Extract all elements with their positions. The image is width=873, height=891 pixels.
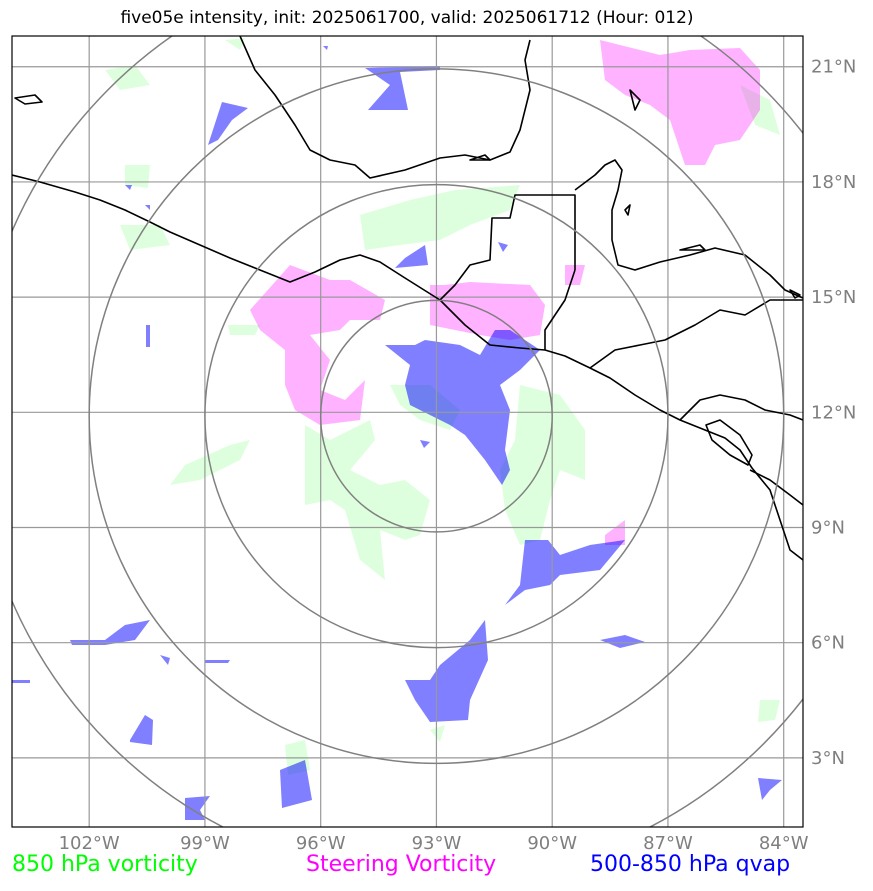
blue-patch	[146, 325, 150, 347]
lon-tick-label: 87°W	[643, 833, 693, 854]
island	[14, 94, 43, 105]
border-mexico-guatemala	[439, 194, 576, 301]
lat-tick-label: 6°N	[811, 633, 845, 654]
blue-patch	[205, 660, 230, 663]
coastline-layer	[12, 36, 803, 561]
blue-qvap-layer	[12, 46, 782, 820]
range-ring	[88, 68, 785, 765]
blue-patch	[125, 185, 132, 190]
coastline-mexico-pacific	[12, 174, 803, 561]
plot-area	[12, 36, 803, 827]
plot-frame	[11, 35, 804, 828]
legend-850-vorticity: 850 hPa vorticity	[12, 852, 198, 877]
border-nicaragua-costa-rica	[679, 394, 803, 421]
coastline-yucatan-belize	[574, 159, 803, 299]
blue-patch	[420, 440, 430, 448]
magenta-patch	[605, 520, 625, 545]
magenta-patch	[565, 265, 585, 285]
blue-patch	[600, 635, 645, 648]
lon-tick-label: 90°W	[527, 833, 577, 854]
blue-patch	[505, 540, 625, 605]
border-central-america	[544, 269, 576, 350]
legend-steering-vorticity: Steering Vorticity	[306, 852, 497, 877]
blue-patch	[323, 46, 328, 50]
magenta-patch	[430, 282, 545, 340]
green-patch	[430, 725, 445, 742]
lat-tick-label: 15°N	[811, 287, 856, 308]
magenta-patch	[250, 265, 385, 425]
blue-patch	[208, 102, 248, 145]
blue-patch	[12, 680, 30, 683]
blue-patch	[385, 330, 540, 485]
blue-patch	[145, 205, 150, 210]
lat-tick-label: 12°N	[811, 402, 856, 423]
lat-tick-label: 21°N	[811, 57, 856, 78]
green-patch	[360, 185, 520, 250]
lat-tick-label: 9°N	[811, 517, 845, 538]
green-patch	[305, 420, 430, 580]
range-ring	[319, 299, 553, 533]
blue-patch	[185, 796, 210, 820]
lake-nicaragua	[705, 419, 753, 466]
lat-tick-label: 3°N	[811, 748, 845, 769]
lon-tick-label: 99°W	[180, 833, 230, 854]
blue-patch	[758, 778, 782, 800]
lat-tick-label: 18°N	[811, 172, 856, 193]
lon-tick-label: 84°W	[759, 833, 809, 854]
island	[624, 204, 631, 216]
green-patch	[225, 38, 245, 50]
blue-patch	[395, 245, 428, 268]
lon-tick-label: 96°W	[296, 833, 346, 854]
magenta-steering-layer	[250, 40, 760, 545]
longitude-labels: 102°W 99°W 96°W 93°W 90°W 87°W 84°W	[59, 833, 809, 854]
green-patch	[120, 225, 170, 250]
range-ring	[204, 183, 669, 649]
blue-patch	[365, 66, 440, 110]
island	[469, 154, 491, 161]
magenta-patch	[600, 40, 760, 165]
blue-patch	[130, 715, 153, 745]
green-patch	[105, 65, 150, 90]
green-patch	[758, 700, 780, 722]
map-title: five05e intensity, init: 2025061700, val…	[120, 8, 694, 28]
green-patch	[228, 325, 260, 335]
island	[789, 289, 801, 299]
border-honduras-nicaragua	[589, 299, 803, 369]
coastline-panama	[749, 469, 803, 506]
green-patch	[500, 385, 585, 545]
lon-tick-label: 93°W	[412, 833, 462, 854]
blue-patch	[160, 655, 170, 665]
island	[679, 244, 706, 251]
island	[629, 89, 641, 111]
blue-patch	[498, 242, 508, 252]
lon-tick-label: 102°W	[59, 833, 120, 854]
latitude-labels: 3°N 6°N 9°N 12°N 15°N 18°N 21°N	[811, 57, 856, 769]
green-patch	[740, 85, 780, 135]
coastline-gulf-of-mexico	[239, 36, 531, 179]
blue-patch	[280, 760, 312, 808]
legend-qvap: 500-850 hPa qvap	[590, 852, 791, 877]
blue-patch	[70, 620, 150, 645]
green-patch	[125, 165, 150, 188]
